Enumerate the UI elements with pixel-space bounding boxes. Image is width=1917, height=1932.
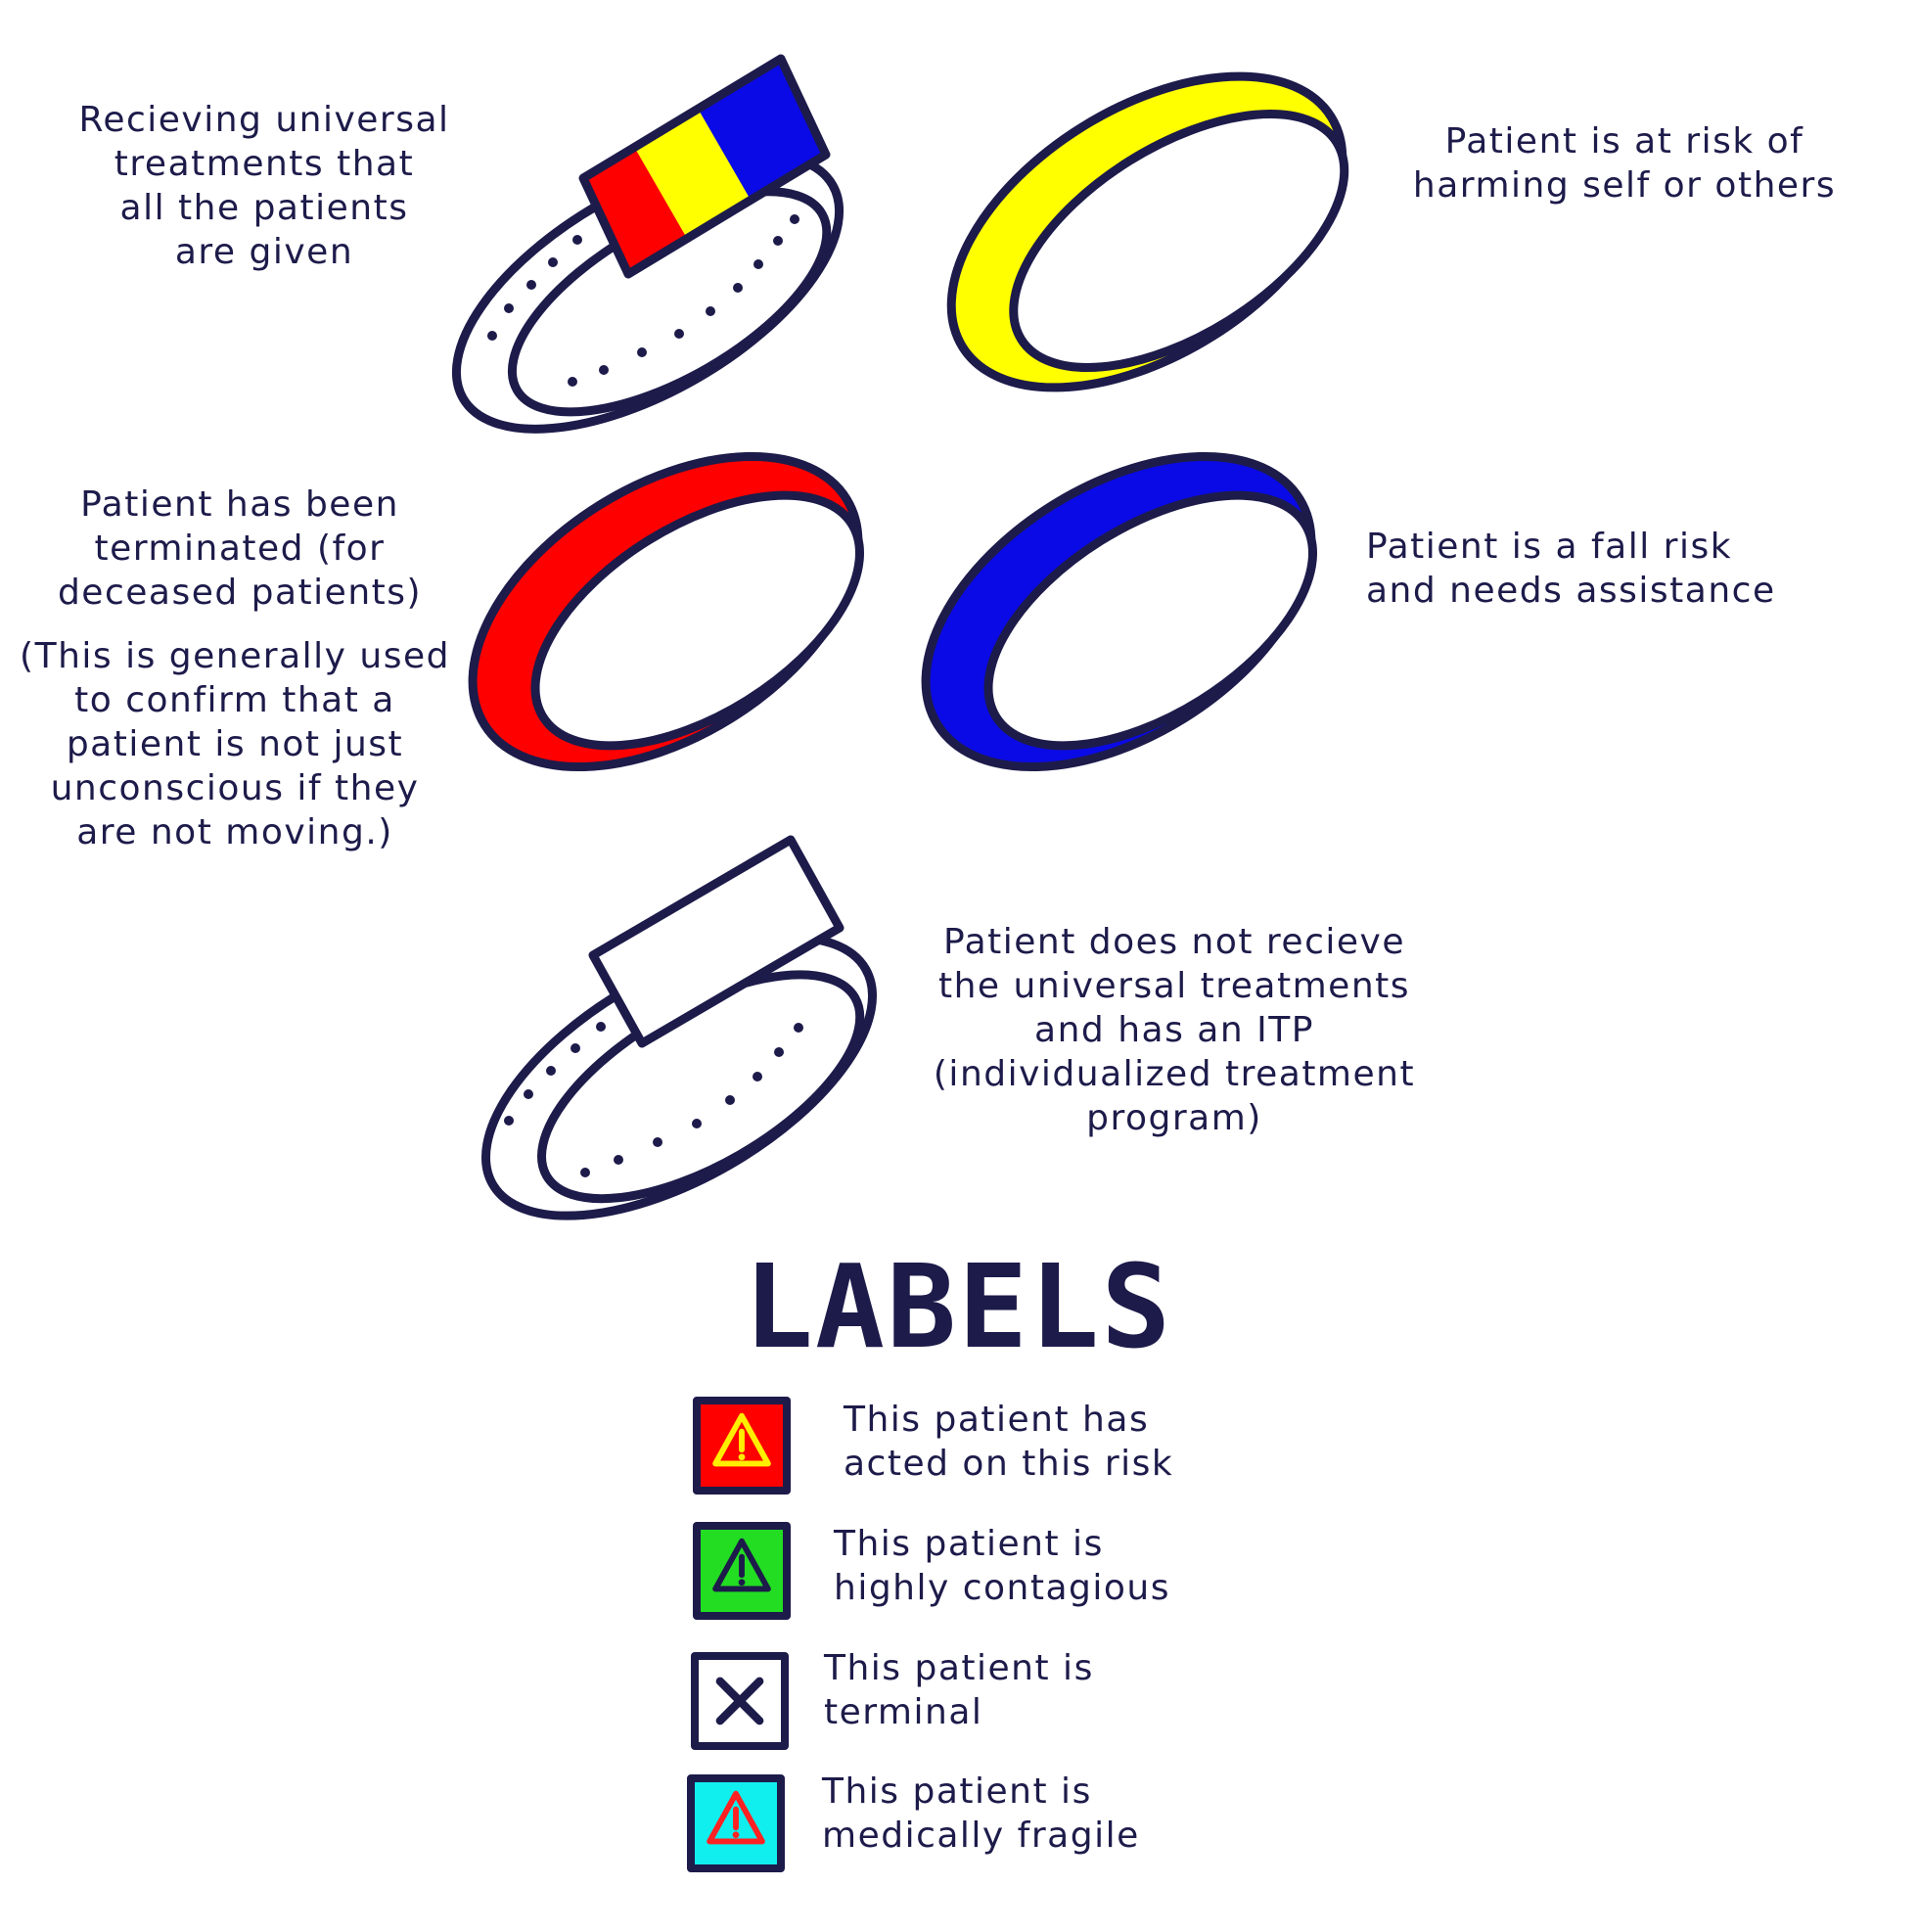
universal-treatment-description: Recieving universal treatments that all … <box>78 100 450 272</box>
blue-band-description: Patient is a fall risk and needs assista… <box>1366 527 1776 611</box>
blue-band <box>921 451 1317 772</box>
red-band-note: (This is generally used to confirm that … <box>20 636 450 852</box>
x-mark-icon <box>715 1677 764 1725</box>
terminal-text: This patient is terminal <box>824 1648 1094 1732</box>
contagious-text: This patient is highly contagious <box>834 1524 1170 1608</box>
warning-icon <box>707 1790 765 1845</box>
red-band <box>468 451 864 772</box>
warning-icon <box>712 1538 771 1592</box>
red-band-description: Patient has been terminated (for decease… <box>57 484 423 613</box>
labels-title: LABELS <box>744 1239 1173 1374</box>
warning-icon <box>712 1412 771 1467</box>
medically-fragile-badge <box>687 1774 785 1872</box>
itp-band-description: Patient does not recieve the universal t… <box>933 922 1416 1138</box>
yellow-band-description: Patient is at risk of harming self or ot… <box>1412 121 1837 206</box>
universal-treatment-band <box>451 54 844 434</box>
acted-on-risk-badge <box>693 1397 791 1495</box>
terminal-badge <box>691 1652 789 1750</box>
contagious-badge <box>693 1522 791 1620</box>
medically-fragile-text: This patient is medically fragile <box>822 1771 1140 1856</box>
yellow-band <box>946 71 1349 392</box>
itp-band <box>481 835 877 1220</box>
acted-on-risk-text: This patient has acted on this risk <box>844 1400 1174 1484</box>
